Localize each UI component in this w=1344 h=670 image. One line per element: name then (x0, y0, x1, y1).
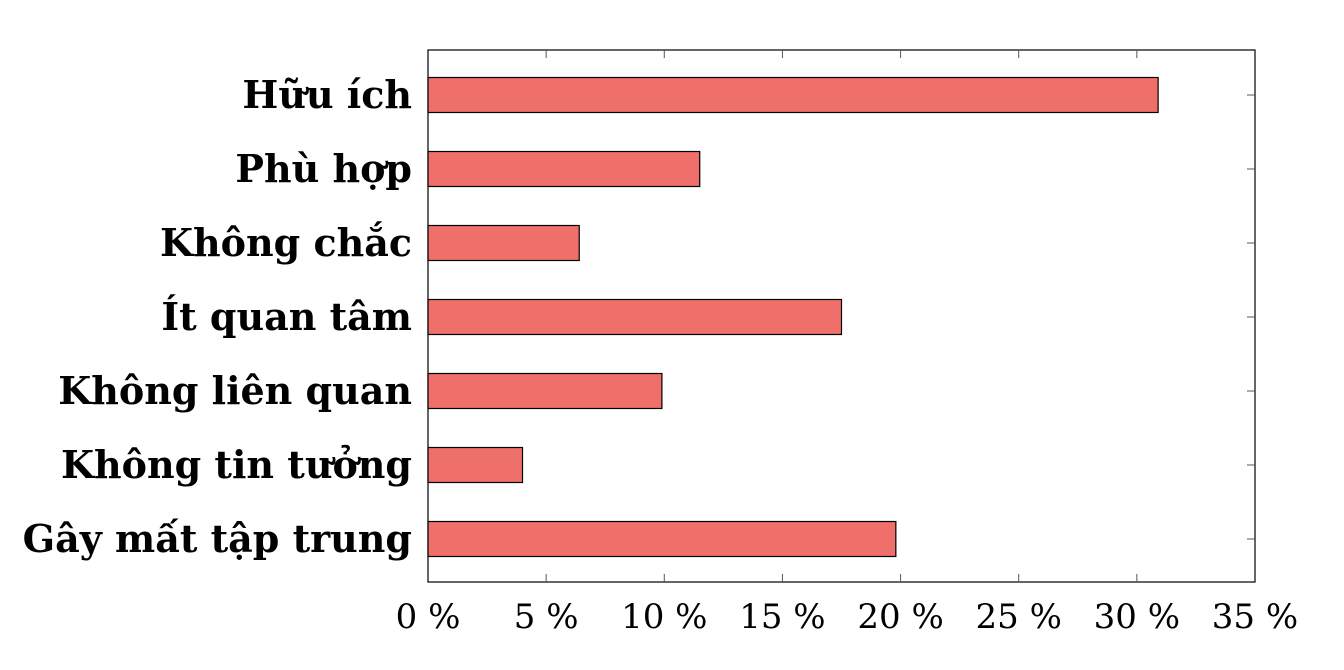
bar-2 (427, 150, 701, 188)
category-label: Không liên quan (58, 368, 412, 413)
x-tick-label: 35 % (1212, 597, 1298, 637)
bar-7 (427, 520, 897, 558)
x-tick-label: 15 % (739, 597, 825, 637)
x-tick-label: 20 % (857, 597, 943, 637)
x-tick-labels: 0 % 5 % 10 % 15 % 20 % 25 % 30 % 35 % (396, 597, 1299, 637)
bar-1 (427, 76, 1159, 114)
category-label: Ít quan tâm (161, 294, 412, 339)
x-tick-label: 5 % (514, 597, 579, 637)
category-label: Hữu ích (242, 72, 412, 117)
bar-4 (427, 298, 843, 336)
x-tick-label: 25 % (976, 597, 1062, 637)
category-label: Phù hợp (235, 146, 412, 191)
x-tick-label: 0 % (396, 597, 461, 637)
x-tick-label: 30 % (1094, 597, 1180, 637)
category-label: Không tin tưởng (61, 442, 412, 487)
category-label: Gây mất tập trung (23, 516, 412, 561)
category-labels: Hữu ích Phù hợp Không chắc Ít quan tâm Không… (23, 72, 412, 561)
bar-5 (427, 372, 663, 410)
category-label: Không chắc (160, 220, 412, 265)
bar-6 (427, 446, 524, 484)
x-tick-label: 10 % (621, 597, 707, 637)
bar-3 (427, 224, 580, 262)
bars (427, 76, 1159, 558)
